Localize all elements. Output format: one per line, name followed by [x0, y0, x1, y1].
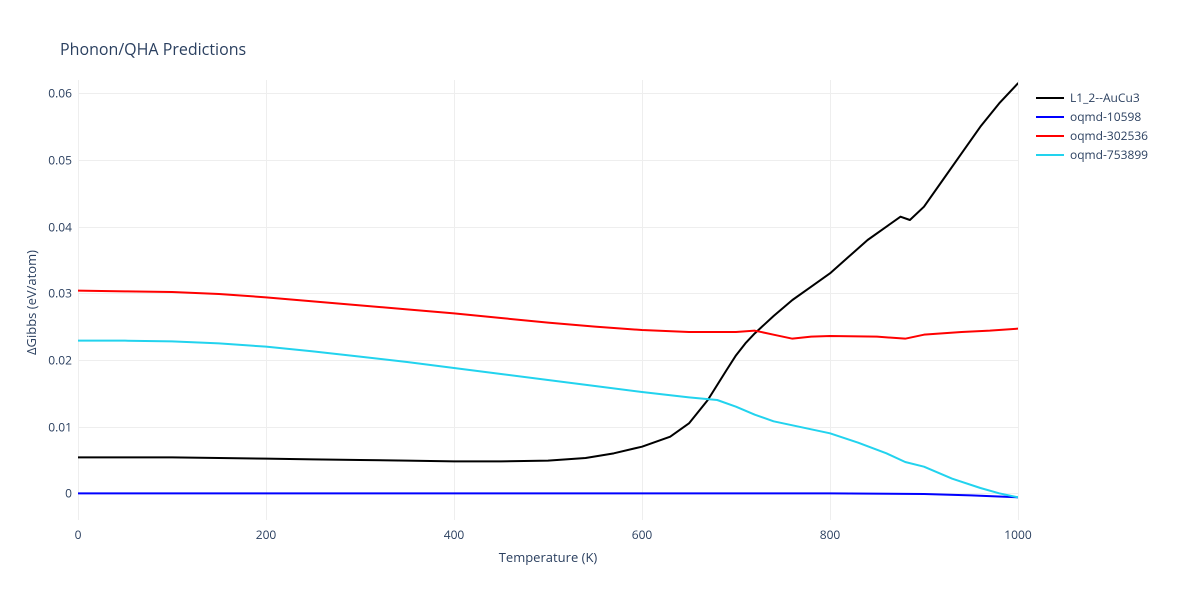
- y-tick-label: 0.05: [36, 152, 72, 169]
- x-tick-label: 800: [820, 526, 841, 543]
- x-tick-label: 600: [632, 526, 653, 543]
- legend-item[interactable]: oqmd-302536: [1036, 126, 1148, 145]
- legend-item[interactable]: oqmd-753899: [1036, 145, 1148, 164]
- legend: L1_2--AuCu3 oqmd-10598 oqmd-302536 oqmd-753…: [1036, 88, 1148, 164]
- legend-label: L1_2--AuCu3: [1070, 89, 1140, 106]
- legend-swatch: [1036, 97, 1064, 99]
- x-axis-label: Temperature (K): [488, 548, 608, 566]
- y-tick-label: 0.03: [36, 285, 72, 302]
- series-line[interactable]: [78, 291, 1018, 339]
- series-line[interactable]: [78, 83, 1018, 461]
- legend-item[interactable]: L1_2--AuCu3: [1036, 88, 1148, 107]
- x-tick-label: 200: [256, 526, 277, 543]
- series-line[interactable]: [78, 341, 1018, 498]
- legend-label: oqmd-10598: [1070, 108, 1141, 125]
- y-tick-label: 0.02: [36, 352, 72, 369]
- y-axis-label: ΔGibbs (eV/atom): [22, 250, 40, 355]
- x-tick-label: 0: [75, 526, 82, 543]
- legend-label: oqmd-753899: [1070, 146, 1148, 163]
- legend-swatch: [1036, 135, 1064, 137]
- plot-svg: [0, 0, 1200, 600]
- legend-item[interactable]: oqmd-10598: [1036, 107, 1148, 126]
- x-tick-label: 400: [444, 526, 465, 543]
- chart-container: Phonon/QHA Predictions ΔGibbs (eV/atom) …: [0, 0, 1200, 600]
- y-tick-label: 0.01: [36, 418, 72, 435]
- x-tick-label: 1000: [1004, 526, 1031, 543]
- y-tick-label: 0: [36, 485, 72, 502]
- y-tick-label: 0.06: [36, 85, 72, 102]
- legend-swatch: [1036, 116, 1064, 118]
- y-tick-label: 0.04: [36, 218, 72, 235]
- series-line[interactable]: [78, 493, 1018, 497]
- legend-label: oqmd-302536: [1070, 127, 1148, 144]
- legend-swatch: [1036, 154, 1064, 156]
